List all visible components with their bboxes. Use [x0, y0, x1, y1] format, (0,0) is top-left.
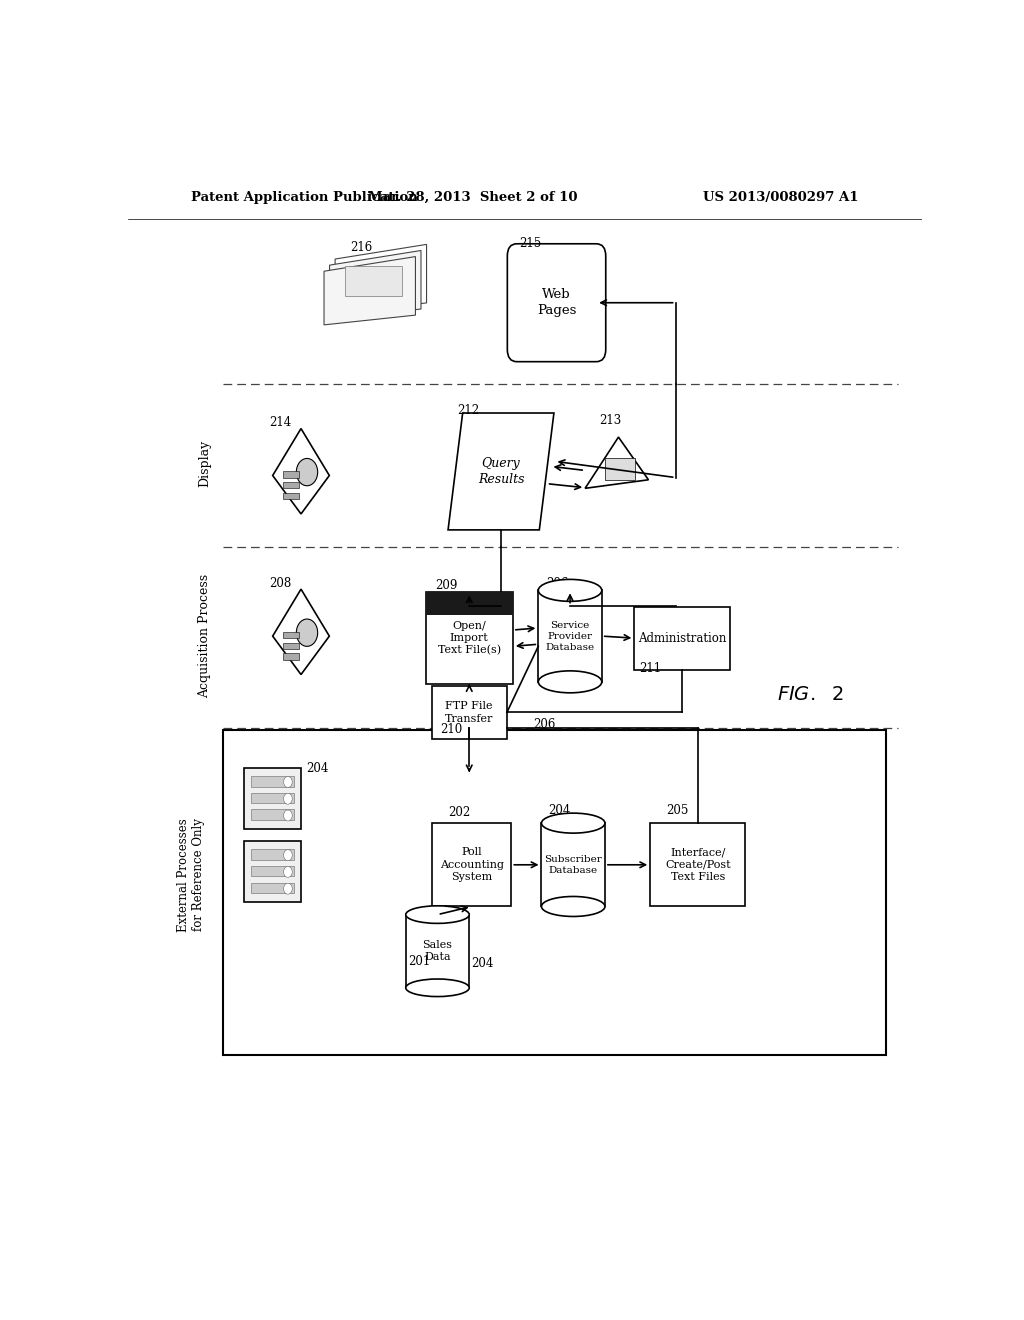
Text: Patent Application Publication: Patent Application Publication: [191, 190, 418, 203]
Text: 216: 216: [350, 242, 373, 255]
Circle shape: [284, 866, 292, 878]
Text: Sales
Data: Sales Data: [423, 940, 453, 962]
Bar: [283, 471, 299, 478]
Bar: [283, 643, 299, 649]
Bar: [650, 824, 745, 907]
Bar: [426, 593, 513, 615]
Polygon shape: [272, 429, 330, 513]
Polygon shape: [272, 589, 330, 675]
Polygon shape: [449, 413, 554, 529]
Bar: [283, 653, 299, 660]
Text: Poll
Accounting
System: Poll Accounting System: [439, 847, 504, 882]
Bar: [251, 849, 294, 859]
Bar: [244, 768, 301, 829]
Text: 208: 208: [269, 577, 292, 590]
Text: 211: 211: [639, 663, 662, 675]
Bar: [223, 730, 886, 1055]
Polygon shape: [330, 251, 421, 319]
Text: Display: Display: [199, 440, 212, 487]
Bar: [406, 915, 469, 987]
Bar: [426, 593, 513, 684]
Bar: [251, 883, 294, 894]
Bar: [283, 632, 299, 639]
Text: Acquisition Process: Acquisition Process: [199, 574, 212, 698]
Circle shape: [296, 619, 317, 647]
Polygon shape: [585, 437, 648, 488]
FancyBboxPatch shape: [507, 244, 606, 362]
Bar: [283, 492, 299, 499]
Text: 201: 201: [409, 954, 430, 968]
Text: $\mathit{FIG.}$  $\mathit{2}$: $\mathit{FIG.}$ $\mathit{2}$: [777, 686, 844, 704]
Ellipse shape: [539, 579, 602, 602]
Text: 210: 210: [440, 723, 462, 737]
Text: FTP File
Transfer: FTP File Transfer: [445, 701, 494, 723]
Bar: [251, 809, 294, 820]
Text: 206: 206: [532, 718, 555, 731]
Ellipse shape: [406, 979, 469, 997]
Text: 214: 214: [269, 416, 292, 429]
Circle shape: [284, 810, 292, 821]
Bar: [605, 458, 635, 479]
Bar: [431, 686, 507, 739]
Bar: [634, 607, 729, 669]
Text: External Processes
for Reference Only: External Processes for Reference Only: [177, 818, 206, 932]
Text: Query
Results: Query Results: [478, 457, 524, 486]
Circle shape: [284, 850, 292, 861]
Bar: [244, 841, 301, 903]
Circle shape: [284, 793, 292, 804]
Bar: [542, 824, 605, 907]
Text: Administration: Administration: [638, 632, 726, 644]
Text: Open/
Import
Text File(s): Open/ Import Text File(s): [437, 620, 501, 656]
Text: 202: 202: [447, 807, 470, 820]
Text: Web
Pages: Web Pages: [537, 288, 577, 317]
Text: 212: 212: [458, 404, 479, 417]
Circle shape: [296, 458, 317, 486]
Text: 205: 205: [666, 804, 688, 817]
Ellipse shape: [542, 813, 605, 833]
Bar: [539, 590, 602, 682]
Circle shape: [284, 883, 292, 894]
Ellipse shape: [539, 671, 602, 693]
Ellipse shape: [542, 896, 605, 916]
Text: 206: 206: [546, 577, 568, 590]
Polygon shape: [335, 244, 427, 313]
Bar: [283, 482, 299, 488]
Circle shape: [284, 776, 292, 788]
Text: 209: 209: [435, 578, 458, 591]
Text: 204: 204: [549, 804, 571, 817]
Bar: [251, 792, 294, 804]
Bar: [345, 267, 401, 296]
Bar: [251, 866, 294, 876]
Text: US 2013/0080297 A1: US 2013/0080297 A1: [702, 190, 858, 203]
Text: Interface/
Create/Post
Text Files: Interface/ Create/Post Text Files: [665, 847, 730, 882]
Text: 204: 204: [306, 762, 329, 775]
Ellipse shape: [406, 906, 469, 924]
Text: 213: 213: [599, 414, 622, 428]
Text: 203: 203: [243, 807, 265, 820]
Polygon shape: [324, 256, 416, 325]
Text: 215: 215: [519, 238, 542, 251]
Text: Subscriber
Database: Subscriber Database: [545, 855, 602, 875]
Text: Service
Provider
Database: Service Provider Database: [546, 620, 595, 652]
Text: 204: 204: [472, 957, 494, 970]
Text: Mar. 28, 2013  Sheet 2 of 10: Mar. 28, 2013 Sheet 2 of 10: [369, 190, 578, 203]
Bar: [432, 824, 511, 907]
Bar: [251, 776, 294, 787]
